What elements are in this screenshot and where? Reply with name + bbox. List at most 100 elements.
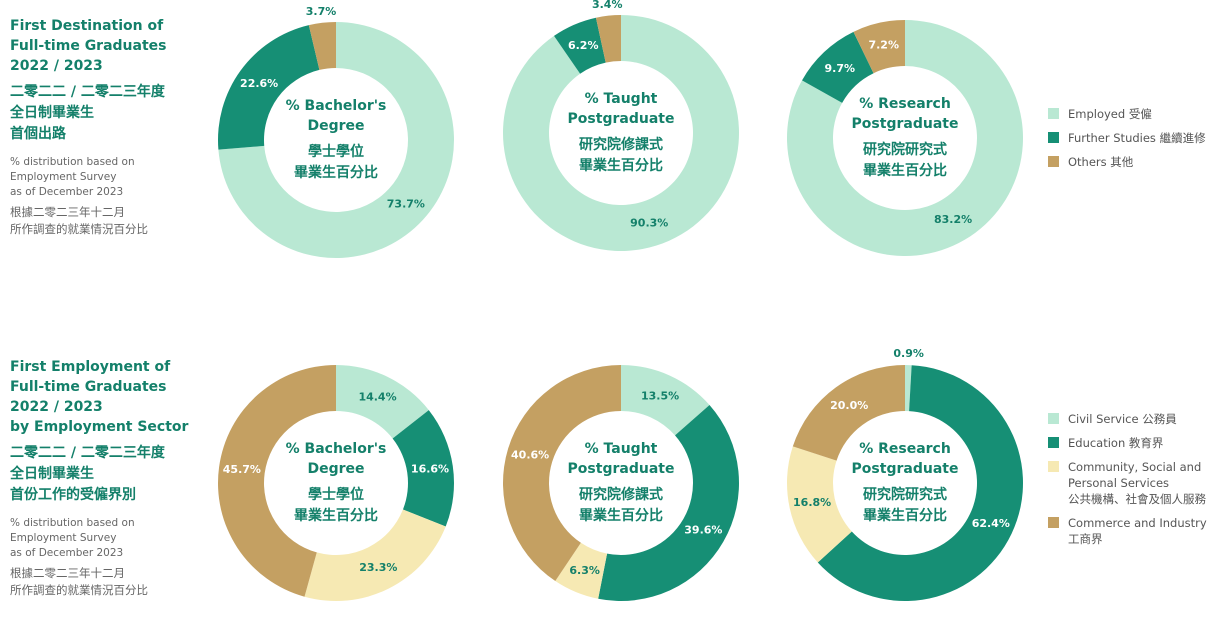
center-label: 畢業生百分比	[579, 157, 663, 174]
section-title-zh: 二零二二 / 二零二三年度	[10, 84, 165, 100]
note-zh: 所作調查的就業情況百分比	[10, 222, 148, 236]
donut-segment	[217, 25, 320, 150]
center-label: Postgraduate	[852, 116, 959, 132]
legend-label: Others 其他	[1068, 155, 1134, 169]
value-label: 20.0%	[830, 399, 868, 412]
center-label: 研究院修課式	[579, 486, 663, 503]
donut-segment	[621, 365, 710, 436]
legend-item: Further Studies 繼續進修	[1048, 130, 1232, 146]
section-text: First Employment of Full-time Graduates 20…	[10, 357, 210, 599]
value-label: 14.4%	[358, 391, 396, 404]
center-label: 畢業生百分比	[863, 162, 947, 179]
center-label: 畢業生百分比	[294, 164, 378, 181]
value-label: 73.7%	[387, 197, 425, 210]
center-label: 畢業生百分比	[579, 507, 663, 524]
legend-item: Education 教育界	[1048, 435, 1232, 451]
donut-segment	[392, 410, 454, 527]
center-label: % Research	[859, 441, 951, 457]
value-label: 6.2%	[568, 39, 599, 52]
legend-swatch	[1048, 132, 1059, 143]
donut-chart: 14.4% 16.6% 23.3% 45.7% % Bachelor's Degree 學士…	[217, 365, 454, 602]
value-label: 22.6%	[240, 77, 278, 90]
center-label: Degree	[307, 461, 364, 477]
donut-segment	[817, 365, 1024, 601]
donut-segment	[802, 31, 874, 103]
legend-swatch	[1048, 461, 1059, 472]
donut-chart: 90.3% 6.2% 3.4% % Taught Postgraduate 研究院修課式畢…	[503, 0, 739, 251]
value-label: 83.2%	[934, 213, 972, 226]
center-label: 研究院研究式	[863, 141, 947, 158]
donut-segment	[905, 365, 912, 412]
value-label: 0.9%	[893, 347, 924, 360]
value-label: 3.7%	[306, 5, 337, 18]
section-title-zh: 首份工作的受僱界別	[10, 487, 136, 503]
legend-label: Education 教育界	[1068, 436, 1164, 450]
center-label: 研究院修課式	[579, 136, 663, 153]
note: as of December 2023	[10, 547, 124, 559]
section-title: First Destination of	[10, 18, 164, 34]
note-zh: 根據二零二三年十二月	[10, 205, 125, 219]
value-label: 13.5%	[641, 389, 679, 402]
center-label: 研究院研究式	[863, 486, 947, 503]
value-label: 40.6%	[511, 448, 549, 461]
note: % distribution based on	[10, 156, 135, 168]
value-label: 62.4%	[972, 517, 1010, 530]
section-title: Full-time Graduates	[10, 38, 167, 54]
legend-item: Community, Social and Personal Services …	[1048, 459, 1232, 507]
donut-segment	[598, 404, 740, 601]
donut-segment	[595, 15, 621, 63]
note-zh: 所作調查的就業情況百分比	[10, 583, 148, 597]
center-label: 學士學位	[308, 486, 364, 503]
value-label: 6.3%	[569, 564, 600, 577]
section-title: Full-time Graduates	[10, 379, 167, 395]
note: Employment Survey	[10, 532, 117, 544]
value-label: 39.6%	[684, 523, 722, 536]
value-label: 90.3%	[630, 217, 668, 230]
section-title: First Employment of	[10, 359, 171, 375]
donut-segment	[792, 365, 905, 461]
legend-label: Employed 受僱	[1068, 107, 1152, 121]
donut-segment	[336, 365, 429, 439]
value-label: 9.7%	[825, 62, 856, 75]
section-title-zh: 全日制畢業生	[10, 466, 94, 482]
legend-label: Community, Social and Personal Services …	[1068, 460, 1206, 506]
legend-label: Civil Service 公務員	[1068, 412, 1177, 426]
section-title: by Employment Sector	[10, 419, 189, 435]
center-label: % Bachelor's	[286, 98, 387, 114]
legend-swatch	[1048, 437, 1059, 448]
center-label: % Taught	[585, 441, 658, 457]
donut-chart: 0.9% 62.4% 16.8% 20.0% % Research Postgraduat…	[787, 347, 1024, 601]
center-label: 畢業生百分比	[863, 507, 947, 524]
legend-swatch	[1048, 156, 1059, 167]
donut-segment	[503, 365, 621, 582]
donut-chart: 73.7% 22.6% 3.7% % Bachelor's Degree 學士學位畢業生百…	[217, 5, 454, 258]
legend-swatch	[1048, 413, 1059, 424]
legend-label: Further Studies 繼續進修	[1068, 131, 1206, 145]
donut-chart: 83.2% 9.7% 7.2% % Research Postgraduate 研究院研究…	[787, 20, 1023, 256]
value-label: 16.6%	[411, 462, 449, 475]
legend-swatch	[1048, 108, 1059, 119]
legend-item: Others 其他	[1048, 154, 1232, 170]
section-title-zh: 首個出路	[10, 126, 66, 142]
section-title: 2022 / 2023	[10, 399, 103, 415]
center-label: Degree	[307, 118, 364, 134]
legend-item: Civil Service 公務員	[1048, 411, 1232, 427]
donut-segment	[217, 365, 336, 597]
center-label: % Research	[859, 96, 951, 112]
donut-segment	[787, 446, 852, 563]
section-title: 2022 / 2023	[10, 58, 103, 74]
donut-segment	[308, 22, 336, 70]
donut-segment	[787, 20, 1023, 256]
donut-segment	[853, 20, 905, 74]
center-label: 畢業生百分比	[294, 507, 378, 524]
legend-item: Employed 受僱	[1048, 106, 1232, 122]
center-label: % Bachelor's	[286, 441, 387, 457]
donut-segment	[304, 509, 446, 602]
donut-segment	[218, 22, 454, 258]
legend-label: Commerce and Industry 工商界	[1068, 516, 1207, 546]
donut-segment	[554, 17, 606, 74]
note-zh: 根據二零二三年十二月	[10, 566, 125, 580]
center-label: % Taught	[585, 91, 658, 107]
note: as of December 2023	[10, 186, 124, 198]
